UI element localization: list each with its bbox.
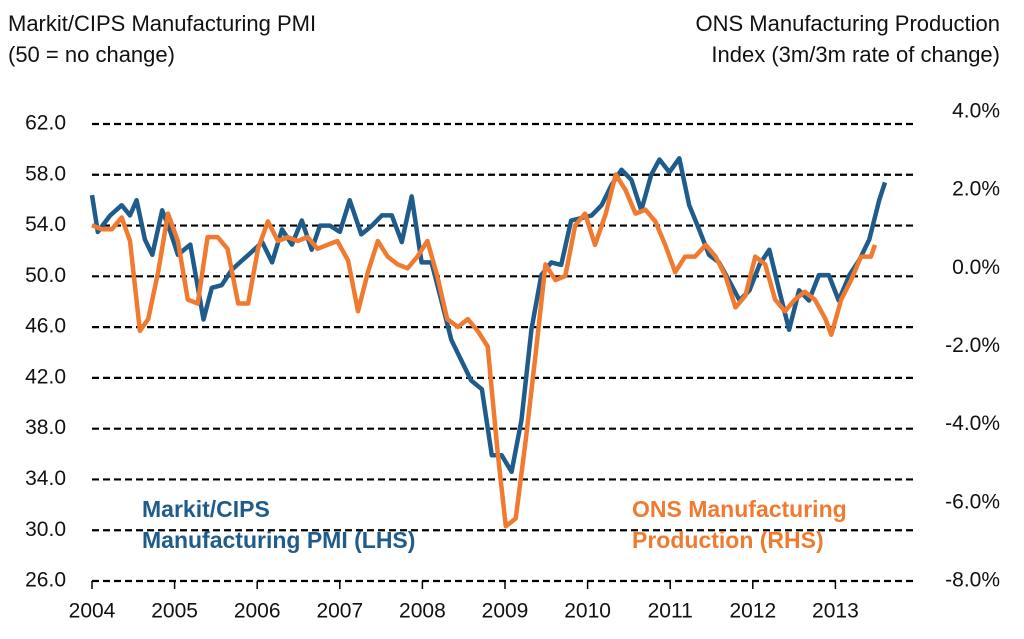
y-tick-label: 30.0 <box>25 518 66 541</box>
chart-subtitle: ONS Manufacturing Production Index (3m/3… <box>695 11 1001 67</box>
x-tick-label: 2008 <box>399 600 446 623</box>
y2-tick-label: -6.0% <box>945 490 1000 513</box>
x-tick-label: 2005 <box>151 600 198 623</box>
series-line <box>89 156 888 475</box>
x-tick-label: 2011 <box>648 600 693 623</box>
y-tick-label: 46.0 <box>25 315 66 338</box>
y-tick-label: 54.0 <box>25 213 66 236</box>
legend-entry: Markit/CIPS Manufacturing PMI (LHS) <box>142 496 416 553</box>
y-tick-label: 38.0 <box>25 416 66 439</box>
x-tick-label: 2004 <box>69 600 116 623</box>
legend-entry: ONS Manufacturing Production (RHS) <box>632 496 847 553</box>
y-tick-label: 34.0 <box>25 467 66 490</box>
series-line <box>91 172 878 529</box>
x-tick-label: 2012 <box>729 600 776 623</box>
y2-tick-label: 0.0% <box>952 256 1000 279</box>
y-tick-label: 58.0 <box>25 162 66 185</box>
x-tick-label: 2006 <box>234 600 281 623</box>
x-tick-label: 2013 <box>812 600 859 623</box>
y2-tick-label: 2.0% <box>952 178 1000 201</box>
x-tick-label: 2010 <box>564 600 611 623</box>
y-tick-label: 50.0 <box>25 264 66 287</box>
y2-tick-label: -2.0% <box>945 334 1000 357</box>
y-tick-label: 42.0 <box>25 365 66 388</box>
y-tick-label: 26.0 <box>25 569 66 592</box>
y2-tick-label: -8.0% <box>945 569 1000 592</box>
y-tick-label: 62.0 <box>25 112 66 135</box>
chart-title: Markit/CIPS Manufacturing PMI (50 = no c… <box>8 11 317 67</box>
x-tick-label: 2009 <box>482 600 529 623</box>
y2-tick-label: -4.0% <box>945 412 1000 435</box>
y2-tick-label: 4.0% <box>952 100 1000 123</box>
x-tick-label: 2007 <box>316 600 363 623</box>
